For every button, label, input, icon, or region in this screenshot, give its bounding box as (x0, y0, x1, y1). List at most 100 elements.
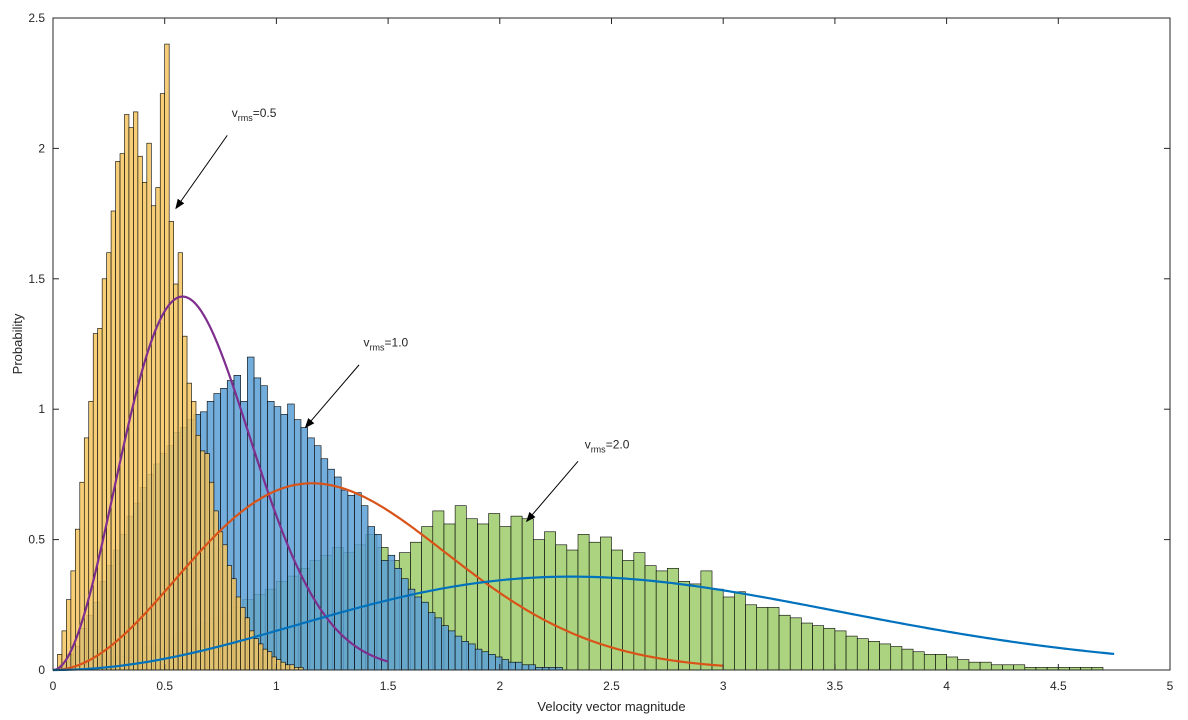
histogram-bar (327, 468, 335, 671)
histogram-bar (533, 539, 545, 671)
histogram-bar (115, 161, 121, 671)
histogram-bar (454, 635, 463, 671)
annotation-label: vrms=1.0 (364, 336, 409, 353)
histogram-bar (367, 526, 375, 671)
x-tick-label: 0.5 (156, 679, 173, 693)
annotation-label: vrms=2.0 (585, 437, 630, 454)
histogram-bar (566, 549, 579, 671)
histogram-bar (79, 481, 85, 671)
y-tick-label: 1 (38, 402, 45, 416)
histogram-bar (262, 648, 268, 671)
histogram-bar (812, 625, 825, 671)
histogram-bar (756, 607, 769, 671)
histogram-bar (441, 625, 449, 671)
histogram-bar (968, 661, 981, 671)
histogram-bar (407, 588, 416, 671)
histogram-bar (267, 651, 273, 671)
histogram-bar (191, 401, 197, 671)
annotation-arrow (525, 461, 579, 523)
y-tick-label: 2 (38, 141, 45, 155)
histogram-bar (528, 664, 536, 671)
histogram-bar (293, 419, 302, 671)
x-axis-label: Velocity vector magnitude (537, 699, 685, 714)
histogram-bar (946, 656, 959, 671)
histogram-bar (421, 601, 429, 671)
histogram-bar (387, 554, 396, 671)
x-tick-label: 1.5 (380, 679, 397, 693)
histogram-bar (689, 583, 702, 671)
histogram-bar (159, 93, 165, 671)
histogram-bar (700, 570, 713, 671)
histogram-bar (474, 648, 483, 671)
histogram-bar (845, 635, 858, 671)
histogram-bar (856, 638, 869, 671)
histogram-bar (923, 654, 936, 671)
histogram-bar (258, 643, 264, 671)
histogram-bar (448, 630, 456, 671)
fit-curve-2 (52, 575, 1115, 672)
histogram-bar (655, 570, 668, 671)
histogram-bar (481, 651, 489, 671)
histogram-bar (890, 646, 903, 671)
histogram-bar (128, 127, 134, 671)
histogram-bar (935, 654, 947, 671)
histogram-bar (1002, 664, 1014, 671)
histogram-bar (101, 278, 107, 671)
x-tick-label: 0 (50, 679, 57, 693)
histogram-bar (110, 210, 116, 671)
histogram-bar (1013, 664, 1026, 671)
y-axis: 0 0.5 1 1.5 2 2.5 (28, 11, 1170, 677)
histogram-bar (834, 630, 847, 671)
histogram-bar (209, 481, 215, 671)
histogram-bar (231, 578, 237, 671)
histogram-bar (177, 252, 183, 671)
annotation-label: vrms=0.5 (232, 106, 277, 123)
histogram-bar (173, 283, 179, 671)
histogram-bar (468, 643, 476, 671)
histogram-bar (434, 617, 443, 671)
histogram-bar (267, 401, 275, 671)
histogram-bar (990, 664, 1003, 671)
histogram-bar (289, 664, 295, 671)
fit-curve-1 (52, 482, 724, 672)
histogram-bar (285, 664, 291, 671)
histogram-bar (477, 523, 489, 671)
histogram-bar (711, 588, 724, 671)
histogram-bar (381, 560, 389, 671)
histogram-bar (83, 437, 90, 671)
x-tick-label: 2 (496, 679, 503, 693)
histogram-bar (200, 450, 206, 671)
x-tick-label: 4 (943, 679, 950, 693)
histogram-bar (461, 641, 469, 671)
histogram-bar (226, 565, 233, 671)
histogram-bar (501, 659, 510, 671)
fit-curve-0 (52, 295, 389, 672)
y-tick-label: 1.5 (28, 272, 45, 286)
histogram-bar (218, 531, 224, 671)
histogram-bar (320, 458, 329, 671)
histogram-bar (287, 403, 295, 671)
histogram-bar (182, 335, 188, 671)
histogram-bar (70, 570, 76, 671)
histogram-bar (124, 114, 130, 671)
histogram-bar (521, 664, 530, 671)
histogram-bar (588, 541, 601, 671)
histogram-bar (600, 536, 612, 671)
x-tick-label: 3 (720, 679, 727, 693)
histogram-bar (912, 651, 925, 671)
histogram-bar (544, 531, 556, 671)
histogram-bar (633, 552, 646, 671)
histogram-bar (789, 617, 802, 671)
histogram-bar (260, 385, 268, 671)
histogram-bar (75, 528, 81, 671)
histogram-bar (300, 427, 308, 671)
histogram-bar (164, 43, 170, 671)
histogram-bar (508, 661, 516, 671)
histogram-bar (186, 382, 192, 671)
histogram-bar (150, 205, 157, 671)
histogram-bar (394, 567, 402, 671)
histogram-bar (253, 377, 262, 671)
histogram-bar (271, 656, 277, 671)
y-tick-label: 0 (38, 663, 45, 677)
